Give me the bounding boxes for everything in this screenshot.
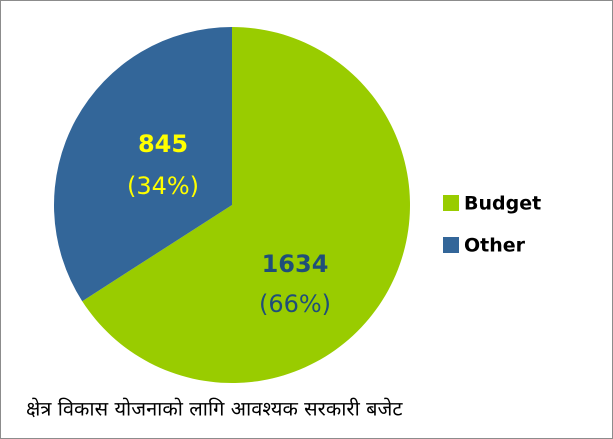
chart-title: क्षेत्र विकास योजनाको लागि आवश्यक सरकारी… [26, 397, 403, 421]
legend-label: Budget [464, 193, 541, 215]
pie-slice [82, 27, 410, 383]
legend-swatch [443, 237, 459, 253]
data-label: 1634 [262, 250, 329, 278]
data-label: 845 [138, 130, 188, 158]
pie-slice [53, 27, 232, 302]
legend-label: Other [464, 235, 526, 257]
percent-label: (66%) [259, 290, 331, 318]
legend-swatch [443, 195, 459, 211]
percent-label: (34%) [127, 172, 199, 200]
